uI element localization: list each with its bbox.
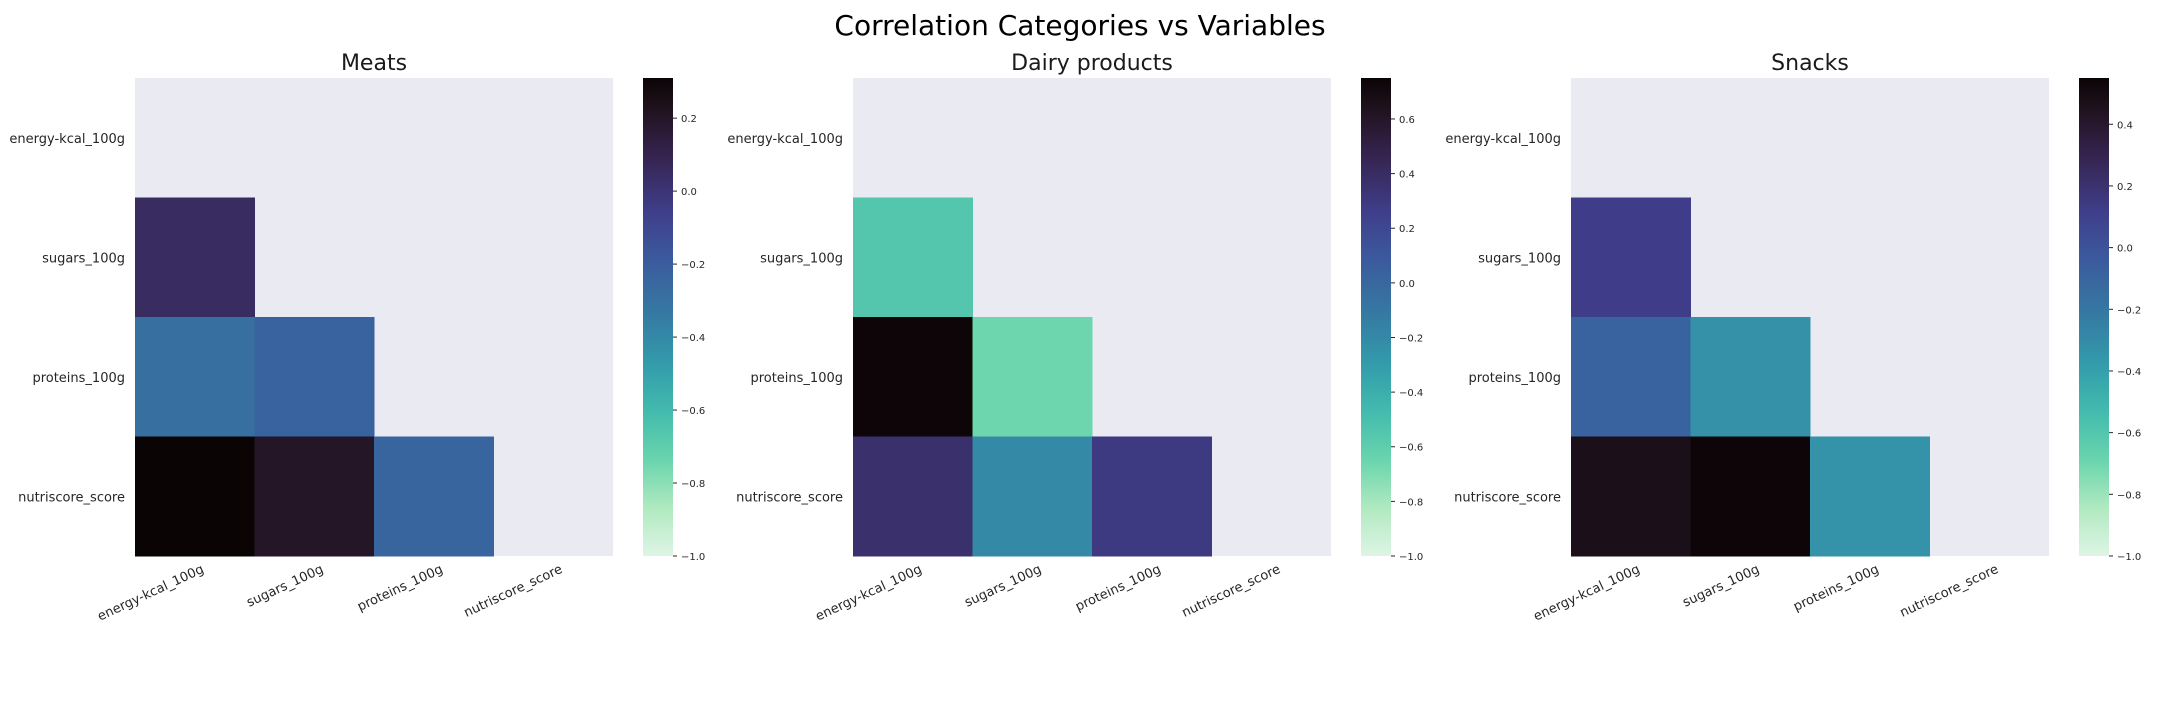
figure-title: Correlation Categories vs Variables — [834, 9, 1325, 42]
colorbar-tick-label: −0.2 — [1399, 333, 1423, 344]
y-tick-label: energy-kcal_100g — [9, 132, 125, 147]
x-tick-label: energy-kcal_100g — [813, 562, 924, 624]
heatmap-cell — [254, 317, 375, 437]
colorbar-tick-label: −1.0 — [2117, 552, 2141, 563]
x-tick-label: sugars_100g — [1680, 562, 1761, 611]
heatmap-cell — [1571, 317, 1691, 437]
x-tick-label: energy-kcal_100g — [1531, 562, 1642, 624]
colorbar-tick-label: −0.6 — [2117, 429, 2141, 440]
colorbar-tick-label: −0.8 — [2117, 490, 2141, 501]
heatmap-title: Meats — [341, 51, 407, 76]
heatmap-cell — [853, 317, 973, 437]
heatmap-cell — [254, 436, 375, 557]
heatmap-cell — [1690, 317, 1811, 437]
heatmap-cell — [972, 317, 1093, 437]
colorbar-tick-label: 0.0 — [2117, 244, 2133, 255]
y-tick-label: nutriscore_score — [1454, 490, 1561, 505]
colorbar-tick-label: 0.2 — [681, 114, 697, 125]
y-tick-label: nutriscore_score — [736, 490, 843, 505]
heatmap-cell — [135, 317, 255, 437]
x-tick-label: nutriscore_score — [1898, 562, 2001, 621]
heatmap-title: Snacks — [1771, 51, 1849, 76]
heatmap-cell — [374, 436, 494, 557]
y-tick-label: proteins_100g — [1468, 371, 1561, 386]
colorbar-tick-label: −0.8 — [1399, 497, 1423, 508]
colorbar-tick-label: −0.2 — [681, 260, 705, 271]
colorbar-tick-label: −0.4 — [1399, 388, 1423, 399]
y-tick-label: sugars_100g — [42, 251, 125, 266]
x-tick-label: sugars_100g — [962, 562, 1043, 611]
colorbar-tick-label: 0.0 — [1399, 279, 1415, 290]
x-tick-label: proteins_100g — [1791, 562, 1881, 615]
y-tick-label: nutriscore_score — [18, 490, 125, 505]
colorbar-tick-label: −0.4 — [2117, 367, 2141, 378]
y-tick-label: proteins_100g — [750, 371, 843, 386]
colorbar-tick-label: −0.8 — [681, 479, 705, 490]
y-tick-label: energy-kcal_100g — [727, 132, 843, 147]
x-tick-label: nutriscore_score — [1180, 562, 1283, 621]
y-tick-label: sugars_100g — [760, 251, 843, 266]
colorbar-tick-label: 0.4 — [2117, 120, 2133, 131]
colorbar-tick-label: −1.0 — [1399, 552, 1423, 563]
y-tick-label: sugars_100g — [1478, 251, 1561, 266]
colorbar-tick-label: −1.0 — [681, 552, 705, 563]
y-tick-label: proteins_100g — [32, 371, 125, 386]
heatmap-cell — [1810, 436, 1930, 557]
colorbar-tick-label: 0.4 — [1399, 170, 1415, 181]
x-tick-label: proteins_100g — [355, 562, 445, 615]
colorbar-tick-label: 0.0 — [681, 187, 697, 198]
heatmap-cell — [1092, 436, 1212, 557]
x-tick-label: sugars_100g — [244, 562, 325, 611]
heatmap-cell — [853, 197, 973, 318]
colorbar-tick-label: −0.6 — [1399, 443, 1423, 454]
heatmap-panel-3: Snacksenergy-kcal_100gsugars_100gprotein… — [1445, 51, 2141, 624]
colorbar — [643, 78, 673, 556]
colorbar-tick-label: 0.2 — [2117, 182, 2133, 193]
heatmap-cell — [1571, 436, 1691, 557]
heatmap-cell — [135, 197, 255, 318]
heatmap-panel-2: Dairy products energy-kcal_100g sugars_100… — [727, 51, 1423, 624]
colorbar-tick-label: 0.2 — [1399, 224, 1415, 235]
colorbar — [2079, 78, 2109, 556]
colorbar-tick-label: −0.6 — [681, 406, 705, 417]
y-tick-label: energy-kcal_100g — [1445, 132, 1561, 147]
heatmap-cell — [972, 436, 1093, 557]
colorbar-tick-label: −0.2 — [2117, 305, 2141, 316]
heatmap-cell — [135, 436, 255, 557]
colorbar-tick-label: 0.6 — [1399, 115, 1415, 126]
colorbar-tick-label: −0.4 — [681, 333, 705, 344]
heatmap-title: Dairy products — [1011, 51, 1173, 76]
x-tick-label: energy-kcal_100g — [95, 562, 206, 624]
heatmap-cell — [1690, 436, 1811, 557]
heatmap-panel-1: Meats energy-kcal_100g sugars_100g proteins… — [9, 51, 705, 624]
x-tick-label: proteins_100g — [1073, 562, 1163, 615]
heatmap-cell — [1571, 197, 1691, 318]
x-tick-label: nutriscore_score — [462, 562, 565, 621]
colorbar — [1361, 78, 1391, 556]
heatmap-cell — [853, 436, 973, 557]
